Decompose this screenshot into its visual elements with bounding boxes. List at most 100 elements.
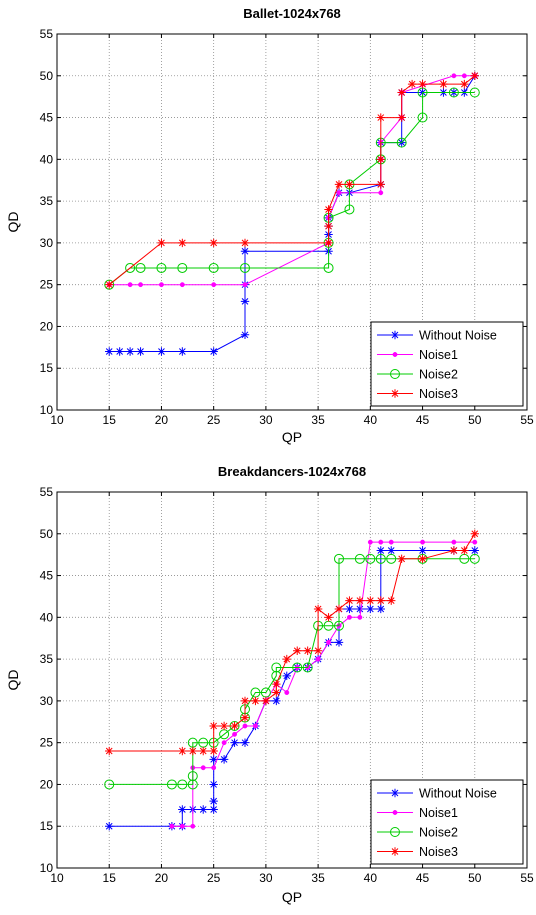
y-tick-label: 45: [40, 111, 54, 125]
data-point: [105, 280, 114, 289]
x-tick-label: 30: [259, 413, 273, 427]
legend: Without Noise Noise1 Noise2 Noise3: [370, 321, 524, 407]
data-point: [125, 347, 135, 356]
data-point: [138, 282, 144, 288]
data-point: [376, 113, 385, 122]
data-point: [326, 639, 332, 645]
data-point: [313, 646, 323, 655]
x-tick-label: 10: [50, 413, 64, 427]
chart-title: Ballet-1024x768: [243, 6, 341, 21]
y-tick-label: 55: [40, 485, 54, 499]
data-point: [177, 262, 188, 273]
data-point: [105, 746, 114, 756]
data-point: [334, 620, 344, 631]
data-point: [324, 238, 333, 248]
data-point: [200, 765, 206, 771]
data-point: [469, 87, 480, 98]
data-point: [418, 554, 427, 564]
data-point: [293, 646, 302, 655]
x-tick-label: 20: [155, 871, 169, 885]
data-point: [177, 779, 188, 790]
data-point: [407, 79, 417, 89]
legend-marker: [390, 389, 400, 398]
legend-entry: Noise1: [419, 348, 458, 362]
legend-entry: Without Noise: [419, 787, 497, 801]
data-point: [451, 73, 457, 79]
data-point: [417, 112, 428, 123]
legend-marker: [390, 847, 400, 856]
data-point: [469, 553, 480, 564]
data-point: [324, 205, 333, 214]
data-point: [261, 696, 271, 706]
x-tick-label: 35: [311, 871, 325, 885]
data-point: [240, 696, 250, 706]
data-point: [209, 721, 218, 731]
chart-2: 10 15 20 25 30 35 40 45 50 55 10 15 20 25 30 35 40 45 50 55…: [5, 464, 534, 905]
data-point: [376, 546, 385, 555]
legend-entry: Noise3: [419, 845, 458, 859]
data-point: [240, 330, 250, 339]
data-point: [387, 546, 396, 555]
data-point: [242, 282, 248, 288]
data-point: [104, 779, 115, 790]
data-point: [209, 238, 218, 248]
data-point: [357, 614, 363, 620]
y-tick-label: 50: [40, 527, 54, 541]
data-point: [365, 553, 376, 564]
legend-entry: Noise1: [419, 806, 458, 820]
x-tick-label: 20: [155, 413, 169, 427]
data-point: [366, 604, 375, 614]
x-tick-label: 50: [468, 413, 482, 427]
y-tick-label: 10: [40, 403, 54, 417]
data-point: [179, 823, 185, 829]
data-point: [209, 796, 218, 806]
data-point: [376, 604, 385, 614]
ticks: 10 15 20 25 30 35 40 45 50 55 10 15 20 25 30 35 40 45 50 55: [40, 27, 534, 427]
y-tick-label: 55: [40, 27, 54, 41]
data-point: [272, 696, 281, 706]
data-point: [397, 113, 406, 122]
data-point: [240, 247, 250, 256]
data-point: [240, 713, 250, 722]
data-point: [221, 740, 227, 746]
data-point: [345, 596, 354, 605]
y-tick-label: 30: [40, 694, 54, 708]
data-point: [190, 823, 196, 829]
data-point: [376, 155, 385, 164]
data-point: [188, 746, 197, 756]
x-tick-label: 40: [364, 871, 378, 885]
data-point: [209, 780, 218, 789]
x-tick-label: 25: [207, 871, 221, 885]
data-point: [199, 746, 208, 756]
data-point: [136, 347, 145, 356]
y-axis-label: QD: [5, 212, 21, 233]
chart-title: Breakdancers-1024x768: [218, 464, 366, 479]
data-point: [461, 73, 467, 79]
y-tick-label: 35: [40, 652, 54, 666]
data-point: [209, 347, 218, 356]
data-point: [460, 79, 469, 89]
data-point: [104, 279, 115, 290]
series-line: [109, 75, 475, 286]
y-tick-label: 35: [40, 194, 54, 208]
data-point: [439, 79, 448, 89]
data-point: [418, 79, 427, 89]
data-point: [378, 539, 384, 545]
data-point: [375, 553, 386, 564]
data-point: [187, 771, 198, 782]
data-point: [242, 723, 248, 729]
data-point: [313, 604, 323, 614]
data-point: [230, 721, 239, 731]
legend-entry: Noise2: [419, 368, 458, 382]
data-point: [135, 262, 146, 273]
data-point: [470, 529, 479, 538]
data-point: [336, 190, 342, 196]
x-tick-label: 10: [50, 871, 64, 885]
data-point: [303, 646, 312, 655]
legend-marker: [390, 330, 400, 340]
data-point: [420, 539, 426, 545]
data-point: [127, 282, 133, 288]
data-point: [125, 262, 136, 273]
data-point: [334, 180, 344, 189]
